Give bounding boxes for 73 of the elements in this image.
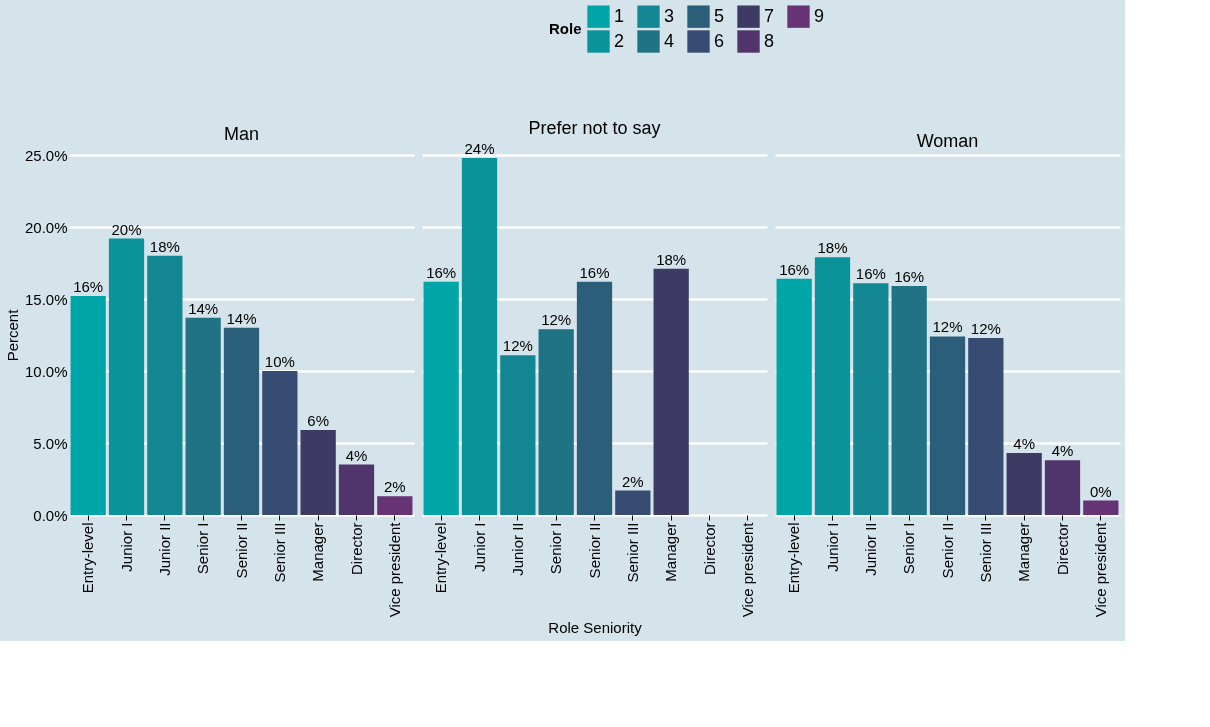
text: 0%	[1089, 482, 1112, 500]
x-tick-label: Entry-level	[785, 522, 803, 594]
x-tick-label: Entry-level	[432, 522, 450, 594]
text: 12%	[970, 319, 1001, 337]
x-tick-label: Senior I	[194, 522, 212, 575]
legend-title: Role	[549, 20, 582, 37]
x-tick-label: Vice president	[385, 521, 403, 618]
text: 12%	[502, 337, 533, 355]
x-tick-label: Junior II	[861, 522, 879, 576]
y-tick-label: 25.0%	[24, 146, 68, 164]
chart-title: Woman	[916, 131, 979, 151]
text: 20%	[111, 220, 142, 238]
text: 16%	[426, 263, 457, 281]
text: 16%	[855, 265, 886, 283]
x-tick-label: Senior I	[900, 522, 918, 575]
x-tick-label: Director	[700, 522, 718, 576]
text: 16%	[579, 263, 610, 281]
x-tick-label: Senior III	[976, 522, 994, 583]
y-tick-label: 5.0%	[33, 434, 68, 452]
legend-label: 3	[664, 5, 675, 26]
text: 12%	[541, 311, 572, 329]
text: 6%	[307, 412, 330, 430]
x-tick-label: Manager	[662, 522, 680, 582]
text: 14%	[226, 309, 257, 327]
x-tick-label: Senior I	[547, 522, 565, 575]
text: 16%	[894, 268, 925, 286]
x-tick-label: Junior I	[823, 522, 841, 572]
text: 4%	[1051, 442, 1074, 460]
x-tick-label: Entry-level	[79, 522, 97, 594]
text: 2%	[621, 472, 644, 490]
x-tick-label: Vice president	[1091, 521, 1109, 618]
y-tick-label: 10.0%	[24, 362, 68, 380]
y-tick-label: 15.0%	[24, 290, 68, 308]
x-tick-label: Senior II	[232, 522, 250, 579]
text: 24%	[464, 139, 495, 157]
y-tick-label: 20.0%	[24, 218, 68, 236]
legend-label: 2	[614, 30, 625, 51]
legend-label: 4	[664, 30, 675, 51]
text: 16%	[73, 278, 104, 296]
x-tick-label: Junior II	[155, 522, 173, 576]
legend-label: 8	[764, 30, 775, 51]
x-tick-label: Senior III	[270, 522, 288, 583]
x-tick-label: Junior I	[470, 522, 488, 572]
x-tick-label: Vice president	[738, 521, 756, 618]
legend-label: 7	[764, 5, 775, 26]
y-tick-label: 0.0%	[33, 506, 68, 524]
text: 10%	[264, 353, 295, 370]
text: 18%	[149, 237, 180, 255]
x-tick-label: Senior II	[938, 522, 956, 579]
text: 16%	[779, 260, 810, 278]
text: 4%	[1013, 435, 1036, 453]
text: 4%	[345, 446, 368, 464]
y-axis-title: Percent	[3, 308, 21, 362]
x-tick-label: Senior II	[585, 522, 603, 579]
x-tick-label: Junior II	[508, 522, 526, 576]
text: 2%	[383, 478, 406, 496]
legend-label: 6	[714, 30, 725, 51]
x-tick-label: Senior III	[623, 522, 641, 583]
x-axis-title: Role Seniority	[548, 619, 643, 637]
x-tick-label: Manager	[1015, 522, 1033, 582]
text: 18%	[656, 250, 687, 268]
chart-title: Prefer not to say	[528, 117, 661, 138]
text: 14%	[188, 299, 219, 317]
x-tick-label: Manager	[309, 522, 327, 582]
x-tick-label: Director	[347, 522, 365, 576]
legend-label: 5	[714, 5, 725, 26]
x-tick-label: Director	[1053, 522, 1071, 576]
chart-title: Man	[223, 124, 260, 144]
text: 12%	[932, 318, 963, 336]
legend-label: 9	[814, 5, 825, 26]
legend-label: 1	[614, 5, 625, 26]
x-tick-label: Junior I	[117, 522, 135, 572]
text: 18%	[817, 239, 848, 257]
